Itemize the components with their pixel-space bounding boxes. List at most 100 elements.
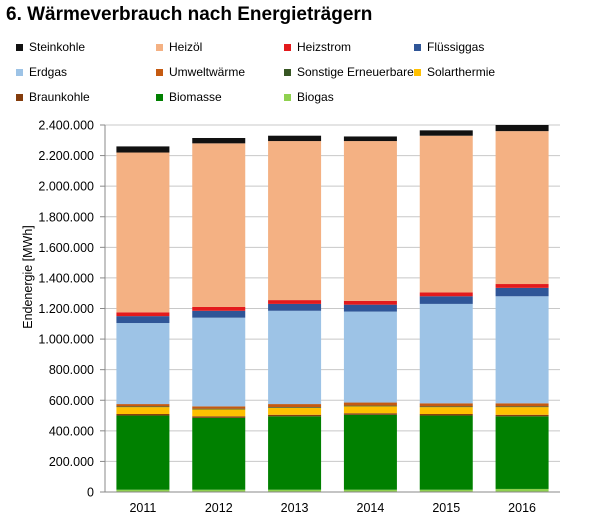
bar-steinkohle-2013 [268,135,322,142]
legend-item-biogas: Biogas [284,90,334,104]
y-tick-label: 1.800.000 [38,210,94,224]
legend-label: Heizstrom [297,40,352,54]
y-tick-label: 1.000.000 [38,333,94,347]
y-tick-label: 1.200.000 [38,302,94,316]
bar-heizoel-2013 [268,141,322,301]
bar-biogas-2011 [116,489,170,492]
bar-fluessiggas-2014 [343,304,397,312]
legend-item-fluessiggas: Flüssiggas [414,40,484,54]
y-axis-label: Endenergie [MWh] [21,225,35,329]
bar-umweltwaerme-2015 [419,403,473,407]
legend-label: Biogas [297,90,334,104]
legend-label: Flüssiggas [427,40,485,54]
bar-sonstige-erneuerbare-2015 [419,406,473,408]
bar-steinkohle-2015 [419,130,473,136]
legend-swatch [16,43,23,51]
legend-item-heizstrom: Heizstrom [284,40,351,54]
bar-erdgas-2012 [192,317,246,407]
bar-umweltwaerme-2011 [116,404,170,407]
bar-biomasse-2015 [419,415,473,490]
x-tick-label: 2013 [281,501,309,515]
bar-sonstige-erneuerbare-2013 [268,407,322,408]
bar-biogas-2015 [419,489,473,492]
legend-label: Umweltwärme [169,65,246,79]
page-title: 6. Wärmeverbrauch nach Energieträgern [6,4,373,25]
legend-item-biomasse: Biomasse [156,90,222,104]
y-tick-label: 800.000 [49,363,94,377]
legend-swatch [284,93,291,101]
legend-swatch [16,93,23,101]
y-tick-label: 400.000 [49,424,94,438]
bar-fluessiggas-2016 [495,287,549,297]
bar-steinkohle-2011 [116,146,170,153]
bar-biomasse-2014 [343,414,397,490]
x-tick-label: 2012 [205,501,233,515]
legend-swatch [156,43,163,51]
x-tick-label: 2016 [508,501,536,515]
bar-fluessiggas-2011 [116,316,170,324]
bar-steinkohle-2012 [192,137,246,144]
bar-heizoel-2016 [495,131,549,285]
bar-umweltwaerme-2014 [343,402,397,406]
bar-sonstige-erneuerbare-2012 [192,408,246,410]
bar-biomasse-2013 [268,416,322,490]
bar-biogas-2013 [268,489,322,492]
bar-steinkohle-2016 [495,125,549,132]
bar-biogas-2014 [343,489,397,492]
bar-heizoel-2012 [192,143,246,307]
y-tick-label: 1.600.000 [38,241,94,255]
bar-erdgas-2011 [116,323,170,405]
y-tick-label: 2.200.000 [38,149,94,163]
bar-umweltwaerme-2012 [192,406,246,409]
legend-item-erdgas: Erdgas [16,65,67,79]
bar-biomasse-2012 [192,417,246,490]
bar-braunkohle-2015 [419,414,473,416]
bar-solarthermie-2015 [419,407,473,415]
y-tick-label: 2.000.000 [38,180,94,194]
y-tick-label: 1.400.000 [38,271,94,285]
bar-umweltwaerme-2016 [495,403,549,407]
bar-biogas-2012 [192,489,246,492]
bar-heizoel-2011 [116,152,170,313]
bar-umweltwaerme-2013 [268,404,322,408]
bar-fluessiggas-2013 [268,303,322,311]
legend-swatch [156,93,163,101]
legend-item-sonstige-erneuerbare: Sonstige Erneuerbare [284,65,414,79]
legend-label: Sonstige Erneuerbare [297,65,414,79]
legend-item-steinkohle: Steinkohle [16,40,85,54]
legend-swatch [16,68,23,76]
bar-braunkohle-2012 [192,416,246,418]
bar-heizstrom-2012 [192,306,246,311]
legend-label: Biomasse [169,90,222,104]
bar-heizstrom-2014 [343,300,397,305]
chart-legend: Steinkohle Heizöl Heizstrom Flüssiggas Erdga… [16,40,576,110]
legend-item-umweltwaerme: Umweltwärme [156,65,245,79]
bar-sonstige-erneuerbare-2016 [495,406,549,408]
y-tick-label: 2.400.000 [38,119,94,133]
legend-label: Solarthermie [427,65,496,79]
bar-heizoel-2014 [343,141,397,301]
bar-braunkohle-2011 [116,414,170,416]
bar-braunkohle-2013 [268,414,322,417]
bar-heizoel-2015 [419,135,473,293]
y-tick-label: 200.000 [49,455,94,469]
legend-label: Steinkohle [29,40,86,54]
legend-label: Heizöl [169,40,203,54]
bar-biomasse-2011 [116,415,170,490]
bar-solarthermie-2013 [268,407,322,415]
x-tick-label: 2015 [432,501,460,515]
bar-braunkohle-2016 [495,414,549,417]
legend-item-solarthermie: Solarthermie [414,65,495,79]
bar-erdgas-2014 [343,311,397,403]
legend-swatch [414,43,421,51]
legend-label: Erdgas [29,65,68,79]
bar-heizstrom-2015 [419,292,473,297]
legend-item-braunkohle: Braunkohle [16,90,90,104]
y-tick-label: 0 [87,486,94,500]
legend-swatch [284,43,291,51]
bar-heizstrom-2016 [495,284,549,288]
bar-solarthermie-2012 [192,409,246,417]
legend-swatch [414,68,421,76]
bar-braunkohle-2014 [343,413,397,415]
